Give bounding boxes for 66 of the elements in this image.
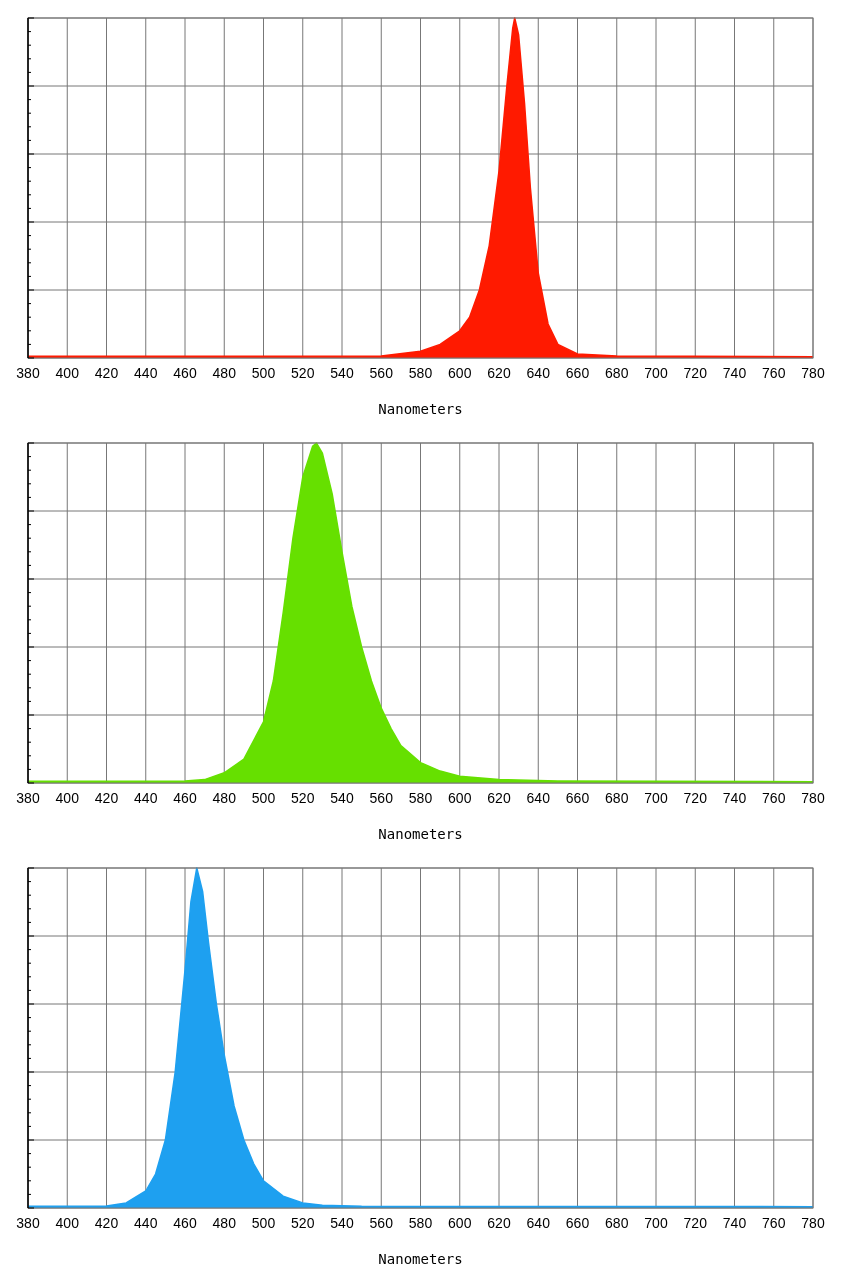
x-tick-label: 660 (565, 365, 590, 381)
x-tick-label: 580 (408, 790, 433, 806)
x-tick-label: 760 (762, 1215, 786, 1231)
x-tick-label: 700 (644, 1215, 668, 1231)
x-tick-label: 520 (291, 365, 315, 381)
x-tick-label: 380 (16, 1215, 40, 1231)
x-tick-label: 380 (16, 365, 40, 381)
x-tick-label: 780 (801, 1215, 825, 1231)
x-tick-label: 600 (448, 365, 472, 381)
x-tick-label: 540 (330, 1215, 354, 1231)
x-tick-label: 680 (605, 365, 629, 381)
x-tick-label: 700 (644, 365, 668, 381)
x-tick-label: 720 (683, 790, 708, 806)
x-tick-label: 580 (408, 365, 433, 381)
x-tick-label: 740 (722, 365, 747, 381)
x-tick-label: 460 (173, 365, 197, 381)
x-tick-label: 620 (487, 790, 511, 806)
x-tick-label: 460 (173, 1215, 197, 1231)
x-tick-label: 480 (212, 365, 237, 381)
x-tick-label: 380 (16, 790, 40, 806)
x-tick-label: 460 (173, 790, 197, 806)
x-tick-label: 440 (134, 1215, 158, 1231)
x-tick-label: 480 (212, 790, 237, 806)
x-tick-label: 720 (683, 1215, 708, 1231)
x-tick-label: 540 (330, 365, 354, 381)
x-tick-label: 540 (330, 790, 354, 806)
x-tick-label: 560 (369, 790, 394, 806)
x-tick-label: 700 (644, 790, 668, 806)
x-tick-label: 500 (251, 1215, 276, 1231)
x-tick-label: 780 (801, 790, 825, 806)
x-tick-label: 780 (801, 365, 825, 381)
x-tick-label: 500 (251, 365, 276, 381)
x-tick-label: 680 (605, 1215, 629, 1231)
x-tick-label: 620 (487, 1215, 511, 1231)
x-tick-label: 640 (526, 365, 551, 381)
x-tick-label: 740 (722, 790, 747, 806)
x-tick-label: 500 (251, 790, 276, 806)
x-tick-label: 580 (408, 1215, 433, 1231)
x-tick-label: 440 (134, 365, 158, 381)
x-tick-label: 640 (526, 1215, 551, 1231)
x-tick-label: 520 (291, 790, 315, 806)
x-tick-label: 720 (683, 365, 708, 381)
x-tick-label: 560 (369, 365, 394, 381)
x-tick-label: 600 (448, 790, 472, 806)
x-axis-title: Nanometers (378, 1251, 463, 1267)
x-tick-label: 480 (212, 1215, 237, 1231)
x-tick-label: 600 (448, 1215, 472, 1231)
x-tick-label: 640 (526, 790, 551, 806)
x-tick-label: 740 (722, 1215, 747, 1231)
x-tick-label: 400 (55, 365, 80, 381)
x-tick-label: 620 (487, 365, 511, 381)
x-axis-title: Nanometers (378, 826, 463, 842)
x-tick-label: 660 (565, 1215, 590, 1231)
x-tick-label: 420 (94, 1215, 119, 1231)
x-tick-label: 400 (55, 790, 80, 806)
x-tick-label: 680 (605, 790, 629, 806)
x-tick-label: 440 (134, 790, 158, 806)
x-tick-label: 420 (94, 790, 119, 806)
x-tick-label: 760 (762, 790, 786, 806)
x-tick-label: 520 (291, 1215, 315, 1231)
x-tick-label: 400 (55, 1215, 80, 1231)
x-tick-label: 760 (762, 365, 786, 381)
x-tick-label: 660 (565, 790, 590, 806)
x-tick-label: 420 (94, 365, 119, 381)
x-tick-label: 560 (369, 1215, 394, 1231)
x-axis-title: Nanometers (378, 401, 463, 417)
